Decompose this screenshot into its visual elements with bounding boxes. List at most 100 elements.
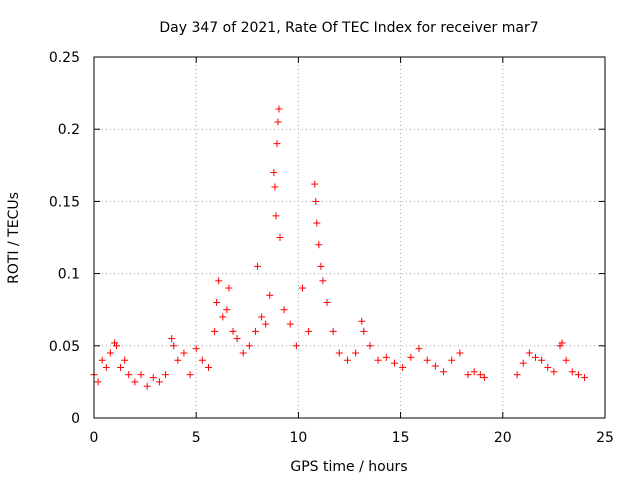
data-point [470,368,478,376]
data-point [358,317,366,325]
y-tick-label: 0.05 [49,339,80,355]
data-point [298,284,306,292]
plot-frame [93,56,606,419]
y-tick-labels: 0 0.05 0.1 0.15 0.2 0.25 [49,50,80,427]
data-point [292,342,300,350]
y-tick-label: 0.15 [49,194,80,210]
data-point [415,345,423,353]
data-point [519,359,527,367]
data-point [162,371,170,379]
data-point [213,298,221,306]
data-point [204,363,212,371]
data-point [431,362,439,370]
data-point [568,368,576,376]
data-point [149,374,157,382]
x-tick-label: 5 [192,430,201,446]
data-point [352,349,360,357]
y-tick-label: 0.2 [58,122,80,138]
data-point [286,320,294,328]
data-point [335,349,343,357]
data-point [251,327,259,335]
data-point [366,342,374,350]
data-point [106,349,114,357]
y-tick-label: 0.25 [49,50,80,66]
data-point [223,306,231,314]
data-point [131,378,139,386]
data-point [538,356,546,364]
data-point [143,382,151,390]
data-point [280,306,288,314]
data-point [323,298,331,306]
x-tick-labels: 0 5 10 15 20 25 [90,430,614,446]
grid-lines [94,57,605,418]
data-point [550,368,558,376]
data-points [90,105,589,390]
data-point [121,356,129,364]
data-point [407,353,415,361]
data-point [274,118,282,126]
data-point [168,335,176,343]
data-point [180,349,188,357]
data-point [225,284,233,292]
axis-ticks [93,56,606,419]
data-point [525,349,533,357]
data-point [544,363,552,371]
chart-title: Day 347 of 2021, Rate Of TEC Index for r… [159,20,538,36]
data-point [192,345,200,353]
data-point [315,241,323,249]
data-point [112,342,120,350]
data-point [266,291,274,299]
data-point [319,277,327,285]
data-point [329,327,337,335]
data-point [186,371,194,379]
data-point [317,262,325,270]
data-point [219,313,227,321]
data-point [275,105,283,113]
x-tick-label: 15 [392,430,410,446]
y-tick-label: 0 [71,411,80,427]
data-point [262,320,270,328]
x-tick-label: 10 [289,430,307,446]
data-point [558,339,566,347]
data-point [382,353,390,361]
data-point [215,277,223,285]
data-point [374,356,382,364]
data-point [271,183,279,191]
data-point [476,371,484,379]
data-point [117,363,125,371]
data-point [270,169,278,177]
data-point [174,356,182,364]
data-point [343,356,351,364]
data-point [273,140,281,148]
data-point [513,371,521,379]
data-point [574,371,582,379]
data-point [448,356,456,364]
data-point [211,327,219,335]
data-point [313,219,321,227]
data-point [532,353,540,361]
data-point [229,327,237,335]
data-point [137,371,145,379]
data-point [456,349,464,357]
data-point [581,374,589,382]
data-point [464,371,472,379]
data-point [305,327,313,335]
data-point [480,374,488,382]
data-point [233,335,241,343]
data-point [272,212,280,220]
data-point [254,262,262,270]
data-point [276,234,284,241]
data-point [311,180,319,188]
x-tick-label: 0 [90,430,99,446]
data-point [170,342,178,350]
x-tick-label: 20 [494,430,512,446]
data-point [98,356,106,364]
data-point [562,356,570,364]
data-point [399,363,407,371]
data-point [198,356,206,364]
data-point [360,327,368,335]
x-axis-label: GPS time / hours [290,459,407,475]
data-point [258,313,266,321]
data-point [239,349,247,357]
